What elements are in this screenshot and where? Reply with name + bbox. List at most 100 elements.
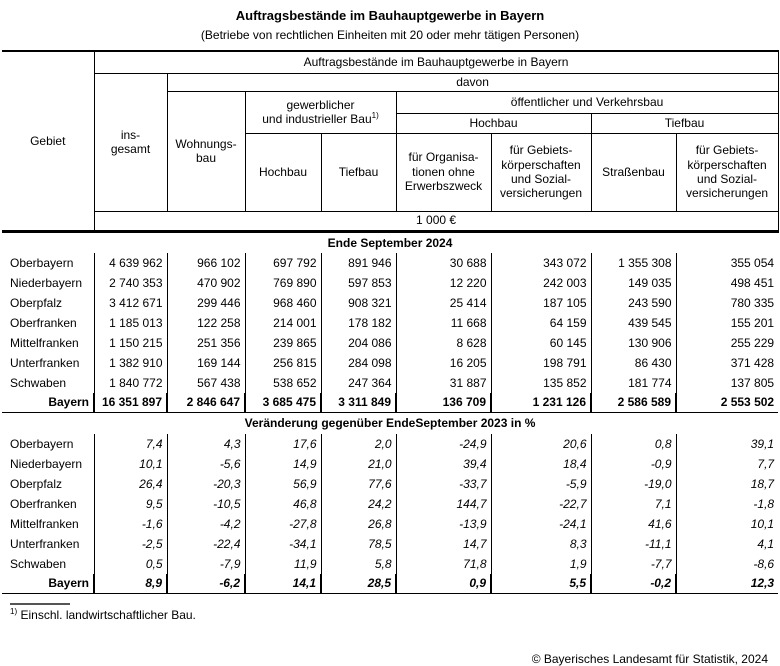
value-cell: 144,7 xyxy=(395,493,491,514)
value-cell: 20,6 xyxy=(490,433,591,454)
column-header-hochbau: Hochbau xyxy=(244,132,322,212)
value-cell: 31 887 xyxy=(395,372,491,393)
section-percent-change: Veränderung gegenüber EndeSeptember 2023… xyxy=(2,413,779,594)
table-row: Oberpfalz 3 412 671 299 446 968 460 908 … xyxy=(2,292,779,313)
region-label: Unterfranken xyxy=(10,536,80,551)
value-cell: 7,4 xyxy=(93,433,167,454)
value-cell: 1 355 308 xyxy=(590,252,676,273)
value-cell: -4,2 xyxy=(166,513,245,534)
value-cell: 26,4 xyxy=(93,473,167,494)
value-cell: -1,6 xyxy=(93,513,167,534)
value-cell: 4,3 xyxy=(166,433,245,454)
value-cell: 0,5 xyxy=(93,553,167,574)
page-title: Auftragsbestände im Bauhauptgewerbe in B… xyxy=(235,8,545,23)
value-cell: 39,1 xyxy=(675,433,779,454)
value-cell: 908 321 xyxy=(320,292,396,313)
value-cell: -2,5 xyxy=(93,533,167,554)
value-cell: 12,3 xyxy=(674,573,779,594)
section-absolute-values: Ende September 2024 Oberbayern 4 639 962… xyxy=(2,231,779,413)
value-cell: -33,7 xyxy=(395,473,491,494)
value-cell: 18,7 xyxy=(675,473,779,494)
value-cell: 439 545 xyxy=(590,312,676,333)
value-cell: 178 182 xyxy=(320,312,396,333)
value-cell: -1,8 xyxy=(675,493,779,514)
value-cell: -34,1 xyxy=(244,533,321,554)
column-header-gebietskoerperschaften-tiefbau: für Gebiets- körperschaften und Sozial- … xyxy=(675,132,779,212)
value-cell: 8 628 xyxy=(395,332,491,353)
footnote-divider xyxy=(10,603,70,605)
value-cell: -19,0 xyxy=(590,473,676,494)
value-cell: 5,8 xyxy=(320,553,396,574)
value-cell: 0,9 xyxy=(395,573,491,594)
value-cell: 60 145 xyxy=(490,332,591,353)
value-cell: -0,2 xyxy=(590,573,676,594)
value-cell: 214 001 xyxy=(244,312,321,333)
footnote: 1) Einschl. landwirtschaftlicher Bau. xyxy=(2,607,778,623)
table-row: Mittelfranken 1 150 215 251 356 239 865 … xyxy=(2,332,779,353)
value-cell: -11,1 xyxy=(590,533,676,554)
value-cell: 567 438 xyxy=(166,372,245,393)
value-cell: 11 668 xyxy=(395,312,491,333)
page-subtitle: (Betriebe von rechtlichen Einheiten mit … xyxy=(200,28,580,42)
value-cell: 204 086 xyxy=(320,332,396,353)
value-cell: -27,8 xyxy=(244,513,321,534)
value-cell: 299 446 xyxy=(166,292,245,313)
value-cell: 18,4 xyxy=(490,453,591,474)
value-cell: 251 356 xyxy=(166,332,245,353)
table-row: Oberfranken 9,5 -10,5 46,8 24,2 144,7 -2… xyxy=(2,493,779,514)
value-cell: 21,0 xyxy=(320,453,396,474)
value-cell: 2,0 xyxy=(320,433,396,454)
value-cell: 1 840 772 xyxy=(93,372,167,393)
value-cell: 198 791 xyxy=(490,352,591,373)
value-cell: -22,4 xyxy=(166,533,245,554)
value-cell: 11,9 xyxy=(244,553,321,574)
table-row: Oberbayern 7,4 4,3 17,6 2,0 -24,9 20,6 0… xyxy=(2,433,779,454)
value-cell: 10,1 xyxy=(675,513,779,534)
value-cell: 16 205 xyxy=(395,352,491,373)
table-row-total-bayern: Bayern 8,9 -6,2 14,1 28,5 0,9 5,5 -0,2 1… xyxy=(2,573,779,594)
value-cell: 28,5 xyxy=(320,573,396,594)
region-label: Bayern xyxy=(2,392,94,413)
region-label: Mittelfranken xyxy=(10,516,79,531)
value-cell: -10,5 xyxy=(166,493,245,514)
value-cell: 187 105 xyxy=(490,292,591,313)
value-cell: 8,9 xyxy=(93,573,167,594)
value-cell: -7,7 xyxy=(590,553,676,574)
value-cell: 9,5 xyxy=(93,493,167,514)
value-cell: 284 098 xyxy=(320,352,396,373)
value-cell: 25 414 xyxy=(395,292,491,313)
value-cell: -5,9 xyxy=(490,473,591,494)
value-cell: 155 201 xyxy=(675,312,779,333)
footnote-ref-marker: 1) xyxy=(371,111,379,120)
section-title: Ende September 2024 xyxy=(327,235,453,250)
region-label: Oberpfalz xyxy=(10,295,63,310)
value-cell: -5,6 xyxy=(166,453,245,474)
table-row: Oberbayern 4 639 962 966 102 697 792 891… xyxy=(2,252,779,273)
region-label: Niederbayern xyxy=(10,456,83,471)
column-header-insgesamt: ins- gesamt xyxy=(93,72,168,212)
header-group-gewerblicher-bau: gewerblicher und industrieller Bau1) xyxy=(244,90,397,134)
value-cell: 78,5 xyxy=(320,533,396,554)
value-cell: 891 946 xyxy=(320,252,396,273)
value-cell: 16 351 897 xyxy=(93,392,167,413)
footnote-ref-marker: 1) xyxy=(10,607,18,616)
value-cell: 41,6 xyxy=(590,513,676,534)
value-cell: 1 185 013 xyxy=(93,312,167,333)
region-label: Oberpfalz xyxy=(10,476,63,491)
header-group-tiefbau: Tiefbau xyxy=(590,112,779,134)
region-label: Oberfranken xyxy=(10,315,77,330)
value-cell: 39,4 xyxy=(395,453,491,474)
table-row: Schwaben 0,5 -7,9 11,9 5,8 71,8 1,9 -7,7… xyxy=(2,553,779,574)
value-cell: 56,9 xyxy=(244,473,321,494)
value-cell: 1 231 126 xyxy=(490,392,591,413)
column-header-gebietskoerperschaften-hochbau: für Gebiets- körperschaften und Sozial- … xyxy=(490,132,592,212)
region-label: Unterfranken xyxy=(10,355,80,370)
value-cell: 17,6 xyxy=(244,433,321,454)
value-cell: 2 846 647 xyxy=(166,392,245,413)
table-row: Mittelfranken -1,6 -4,2 -27,8 26,8 -13,9… xyxy=(2,513,779,534)
table-row-total-bayern: Bayern 16 351 897 2 846 647 3 685 475 3 … xyxy=(2,392,779,413)
value-cell: 5,5 xyxy=(490,573,591,594)
value-cell: 470 902 xyxy=(166,272,245,293)
value-cell: 538 652 xyxy=(244,372,321,393)
value-cell: 3 412 671 xyxy=(93,292,167,313)
